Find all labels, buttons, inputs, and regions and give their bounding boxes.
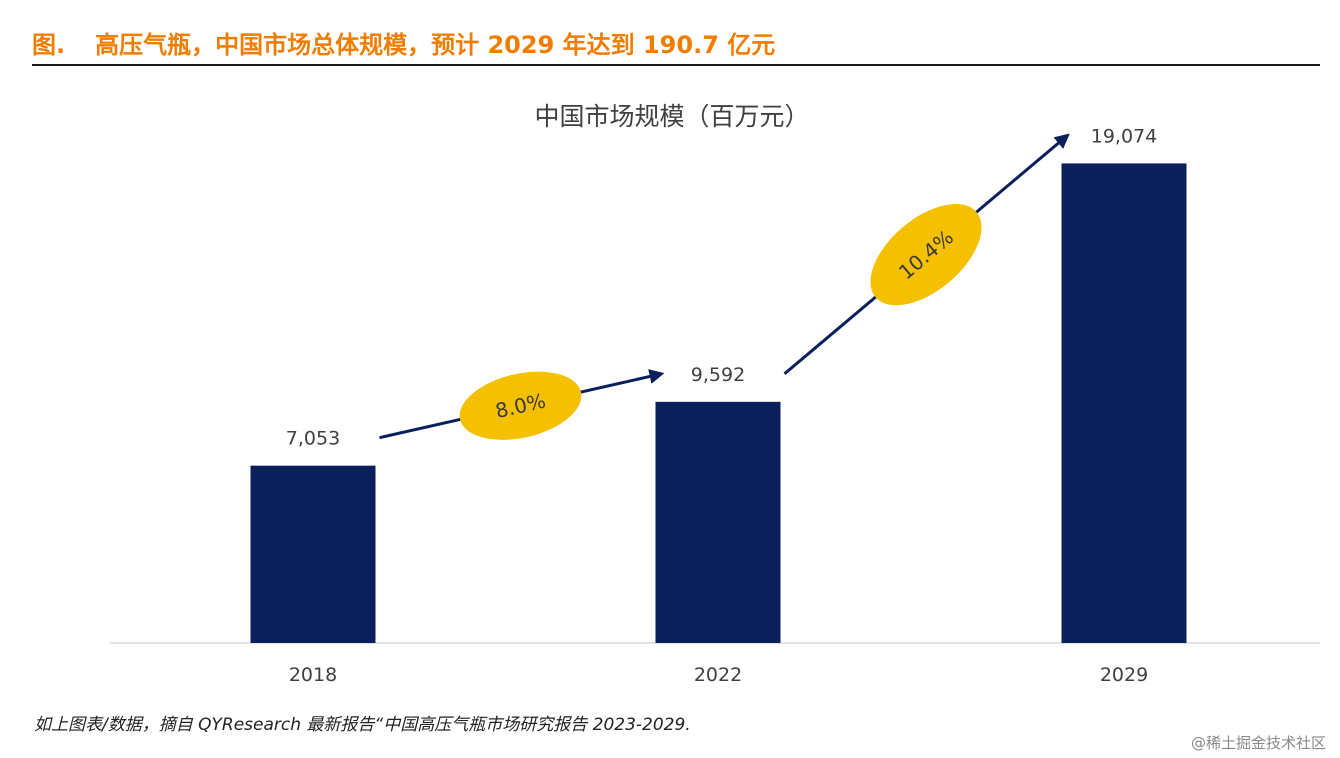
bar-2029 — [1061, 163, 1187, 643]
data-label-2018: 7,053 — [286, 428, 340, 450]
chart-title: 中国市场规模（百万元） — [534, 102, 809, 131]
bar-2022 — [655, 401, 781, 643]
figure-label: 图. — [32, 30, 66, 59]
bar-2018 — [250, 465, 376, 643]
x-tick-label-2018: 2018 — [289, 664, 337, 686]
source-note: 如上图表/数据，摘自 QYResearch 最新报告“中国高压气瓶市场研究报告 … — [34, 715, 691, 735]
data-label-2022: 9,592 — [691, 364, 745, 386]
x-tick-label-2022: 2022 — [694, 664, 742, 686]
x-tick-label-2029: 2029 — [1100, 664, 1148, 686]
watermark: @稀土掘金技术社区 — [1190, 734, 1326, 752]
growth-badge-2 — [870, 203, 982, 306]
header-divider — [32, 64, 1320, 66]
data-label-2029: 19,074 — [1091, 125, 1157, 147]
growth-badge-1 — [459, 371, 582, 440]
figure-header: 图. 高压气瓶，中国市场总体规模，预计 2029 年达到 190.7 亿元 — [32, 22, 1320, 62]
figure-title: 高压气瓶，中国市场总体规模，预计 2029 年达到 190.7 亿元 — [95, 30, 776, 59]
